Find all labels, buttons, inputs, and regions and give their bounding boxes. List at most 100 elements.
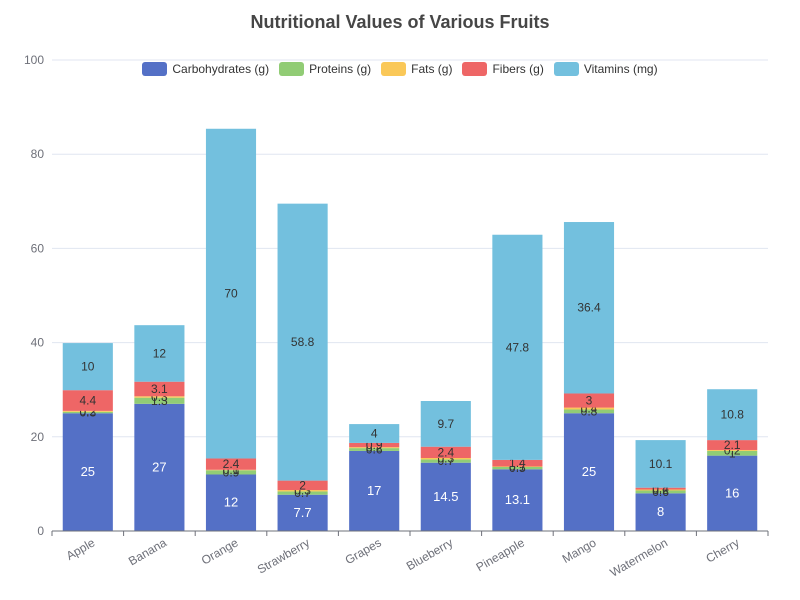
bar-cherry-3 <box>707 440 758 450</box>
bar-banana-1 <box>134 397 185 404</box>
y-tick-label: 60 <box>31 241 45 255</box>
bar-banana-2 <box>134 396 185 398</box>
bar-pineapple-3 <box>492 459 543 467</box>
bar-strawberry-0 <box>277 494 328 531</box>
legend-item[interactable]: Proteins (g) <box>279 62 371 76</box>
bar-banana-3 <box>134 381 185 397</box>
bar-banana-4 <box>134 325 185 382</box>
bar-pineapple-0 <box>492 469 543 531</box>
data-label: 7.7 <box>294 505 312 520</box>
data-label: 70 <box>224 287 238 301</box>
legend-swatch <box>279 62 305 76</box>
data-label: 10.1 <box>649 457 673 471</box>
bar-blueberry-1 <box>420 459 471 463</box>
bar-blueberry-0 <box>420 462 471 531</box>
y-tick-label: 0 <box>37 524 44 538</box>
data-label: 10.8 <box>721 408 745 422</box>
legend: Carbohydrates (g) Proteins (g) Fats (g) Fib… <box>0 62 800 76</box>
data-label: 12 <box>224 495 238 510</box>
bar-watermelon-1 <box>635 490 686 494</box>
bar-mango-2 <box>563 407 615 410</box>
bar-apple-1 <box>62 411 113 414</box>
bar-mango-0 <box>563 413 615 531</box>
bar-pineapple-2 <box>492 466 543 467</box>
x-tick-label: Apple <box>64 535 98 563</box>
x-tick-label: Mango <box>560 535 599 566</box>
y-tick-label: 100 <box>24 53 44 67</box>
data-label: 58.8 <box>291 335 315 349</box>
bar-cherry-0 <box>707 455 758 531</box>
bar-cherry-2 <box>707 449 758 451</box>
bar-banana-0 <box>134 403 185 531</box>
data-label: 2.1 <box>724 438 741 452</box>
bar-orange-4 <box>205 128 257 459</box>
legend-swatch <box>462 62 488 76</box>
bar-strawberry-4 <box>277 203 328 481</box>
data-label: 25 <box>81 464 95 479</box>
data-label: 2.4 <box>437 445 454 459</box>
bar-pineapple-4 <box>492 234 543 460</box>
data-label: 27 <box>152 459 166 474</box>
bar-grapes-4 <box>349 424 400 443</box>
legend-label: Proteins (g) <box>309 62 372 76</box>
bar-apple-0 <box>62 413 113 531</box>
data-label: 4.4 <box>79 394 96 408</box>
bar-orange-1 <box>205 470 257 475</box>
legend-label: Carbohydrates (g) <box>172 62 270 76</box>
bar-watermelon-2 <box>635 489 686 491</box>
data-label: 36.4 <box>577 301 601 315</box>
y-tick-label: 40 <box>31 336 45 350</box>
bar-orange-2 <box>205 469 257 471</box>
legend-label: Fibers (g) <box>492 62 544 76</box>
bar-cherry-1 <box>707 450 758 456</box>
data-label: 14.5 <box>433 489 458 504</box>
bar-watermelon-3 <box>635 487 686 490</box>
bar-pineapple-1 <box>492 466 543 470</box>
bar-cherry-4 <box>707 389 758 441</box>
legend-swatch <box>553 62 579 76</box>
x-tick-label: Watermelon <box>607 535 670 579</box>
data-label: 9.7 <box>437 417 454 431</box>
x-tick-label: Banana <box>126 535 169 568</box>
bar-strawberry-2 <box>277 490 328 492</box>
data-label: 47.8 <box>506 340 530 354</box>
bar-apple-3 <box>62 390 113 411</box>
bar-apple-2 <box>62 410 113 412</box>
bar-grapes-2 <box>349 447 400 449</box>
data-label: 3.1 <box>151 382 168 396</box>
data-label: 4 <box>371 427 378 441</box>
legend-label: Fats (g) <box>411 62 453 76</box>
legend-item[interactable]: Vitamins (mg) <box>553 62 658 76</box>
bar-apple-4 <box>62 343 113 391</box>
data-label: 2.4 <box>223 457 240 471</box>
bar-mango-3 <box>563 393 615 408</box>
legend-swatch <box>142 62 168 76</box>
data-label: 17 <box>367 483 381 498</box>
x-tick-label: Pineapple <box>474 535 528 574</box>
data-label: 3 <box>586 394 593 408</box>
bar-grapes-1 <box>349 448 400 451</box>
data-label: 13.1 <box>505 492 530 507</box>
bar-blueberry-2 <box>420 457 471 460</box>
data-label: 10 <box>81 360 95 374</box>
bar-grapes-0 <box>349 450 400 531</box>
bar-watermelon-4 <box>635 440 686 488</box>
legend-item[interactable]: Fats (g) <box>381 62 452 76</box>
x-tick-label: Grapes <box>343 535 384 567</box>
legend-item[interactable]: Fibers (g) <box>462 62 544 76</box>
chart-title: Nutritional Values of Various Fruits <box>250 12 550 32</box>
bar-orange-0 <box>205 474 257 531</box>
data-label: 12 <box>153 346 167 360</box>
legend-swatch <box>381 62 407 76</box>
bar-strawberry-3 <box>277 480 328 491</box>
y-tick-label: 20 <box>31 430 45 444</box>
data-label: 25 <box>582 464 596 479</box>
bar-blueberry-3 <box>420 446 471 458</box>
bar-mango-1 <box>563 409 615 414</box>
data-label: 1 <box>729 446 736 460</box>
bar-blueberry-4 <box>420 401 471 447</box>
legend-item[interactable]: Carbohydrates (g) <box>142 62 269 76</box>
legend-label: Vitamins (mg) <box>583 62 658 76</box>
x-tick-label: Strawberry <box>255 535 312 576</box>
